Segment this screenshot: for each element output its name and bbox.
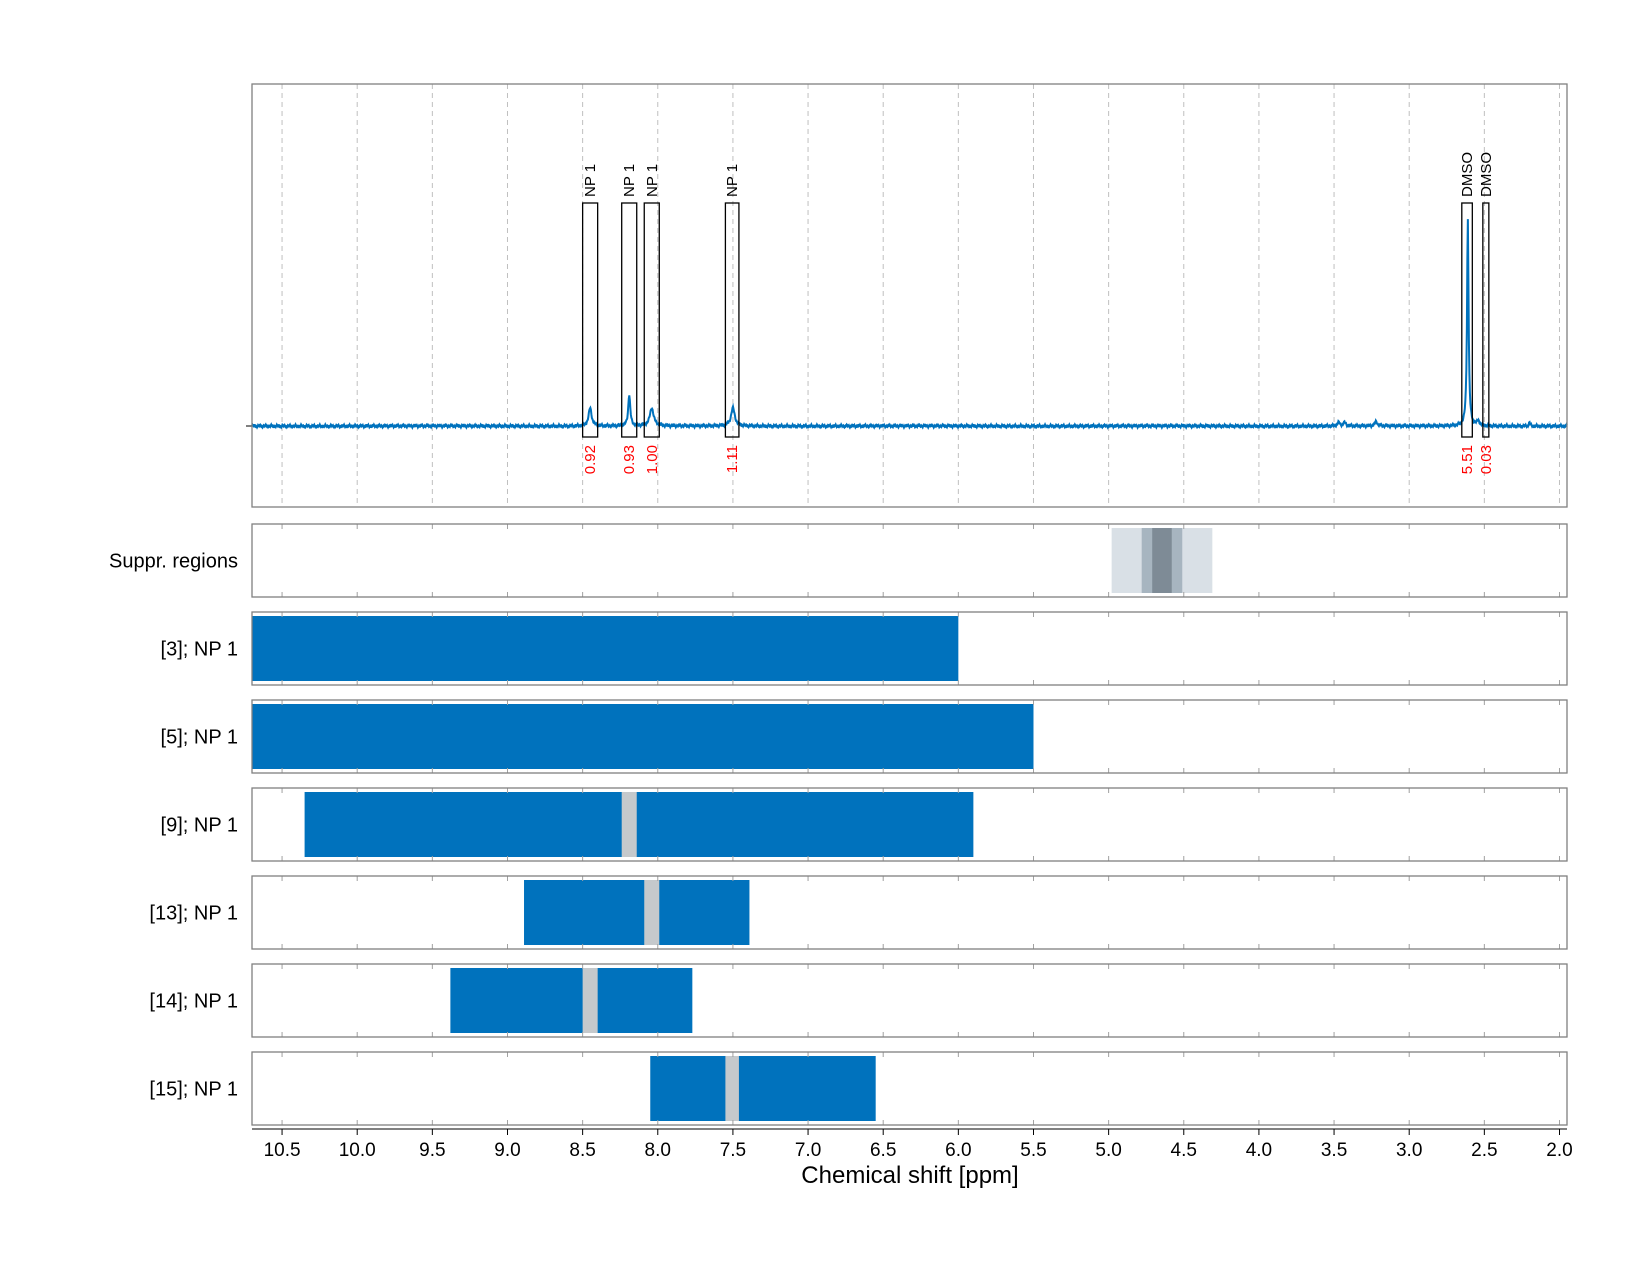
x-tick-label: 3.5 [1321,1140,1347,1161]
track-label: [9]; NP 1 [161,815,238,837]
integral-value: 0.93 [621,445,638,474]
x-tick-label: 9.5 [419,1140,445,1161]
track-label: [3]; NP 1 [161,639,238,661]
x-tick-label: 8.0 [645,1140,671,1161]
range-gap [621,792,637,857]
integral-box [581,202,599,438]
track-label: [14]; NP 1 [149,991,238,1013]
integral-label: NP 1 [644,164,661,197]
track-label: Suppr. regions [109,551,238,573]
track-frame [251,875,1568,950]
integral-box [621,202,638,438]
x-tick-label: 8.5 [569,1140,595,1161]
integral-value: 1.11 [724,445,741,473]
range-bar [252,704,1034,769]
spectrum-panel: NP 1 0.92 NP 1 0.93 NP 1 1.00 NP 1 1.11 DMSO 5.51… [246,83,1568,508]
x-tick-label: 4.5 [1171,1140,1197,1161]
track-frame [251,523,1568,598]
track-label: [13]; NP 1 [149,903,238,925]
integral-box [724,202,740,438]
spectrum-background [252,84,1567,507]
range-track: [14]; NP 1 [149,963,1568,1038]
track-frame [251,1051,1568,1126]
range-bar [650,1056,876,1121]
range-track: [5]; NP 1 [161,699,1568,774]
track-background [252,964,1567,1037]
spectrum-line [251,219,1568,431]
x-tick-label: 2.5 [1471,1140,1497,1161]
integral-label: DMSO [1459,152,1476,197]
suppression-region [1152,528,1172,593]
suppression-track: Suppr. regions [109,523,1568,598]
range-gap [725,1056,739,1121]
x-tick-label: 3.0 [1396,1140,1422,1161]
x-tick-label: 10.5 [264,1140,301,1161]
x-tick-label: 5.0 [1095,1140,1121,1161]
x-tick-label: 4.0 [1246,1140,1272,1161]
integral-label: DMSO [1478,152,1495,197]
track-frame [251,963,1568,1038]
range-track: [3]; NP 1 [161,611,1568,686]
track-label: [15]; NP 1 [149,1079,238,1101]
integral-box [1461,202,1473,438]
x-tick-label: 10.0 [339,1140,376,1161]
x-tick-label: 7.0 [795,1140,821,1161]
x-axis: 10.5 10.0 9.5 9.0 8.5 8.0 7.5 7.0 6.5 6.0 5.5 5.0 4.… [252,1128,1573,1161]
range-bar [450,968,693,1033]
range-gap [644,880,660,945]
integral-value: 5.51 [1459,445,1476,474]
track-label: [5]; NP 1 [161,727,238,749]
range-bar [304,792,974,857]
x-tick-label: 6.0 [945,1140,971,1161]
integral-label: NP 1 [582,164,599,197]
range-track: [9]; NP 1 [161,787,1568,862]
track-frame [251,787,1568,862]
range-bar [252,616,959,681]
x-tick-label: 2.0 [1546,1140,1572,1161]
integral-label: NP 1 [621,164,638,197]
range-bar [524,880,750,945]
integral-value: 0.92 [582,445,599,474]
track-background [252,1052,1567,1125]
range-gap [582,968,598,1033]
integral-box [1482,202,1490,438]
integral-box [643,202,660,438]
integral-label: NP 1 [724,164,741,197]
x-tick-label: 6.5 [870,1140,896,1161]
x-tick-label: 5.5 [1020,1140,1046,1161]
x-axis-label: Chemical shift [ppm] [801,1162,1018,1189]
integral-value: 0.03 [1478,445,1495,474]
integral-value: 1.00 [644,445,661,474]
x-tick-label: 9.0 [494,1140,520,1161]
track-background [252,524,1567,597]
x-tick-label: 7.5 [720,1140,746,1161]
track-frame [251,611,1568,686]
range-track: [13]; NP 1 [149,875,1568,950]
range-track: [15]; NP 1 [149,1051,1568,1126]
spectrum-frame [251,83,1568,508]
track-background [252,876,1567,949]
range-tracks: Suppr. regions [3]; NP 1 [5]; NP 1 [9]; NP … [109,523,1568,1126]
track-frame [251,699,1568,774]
